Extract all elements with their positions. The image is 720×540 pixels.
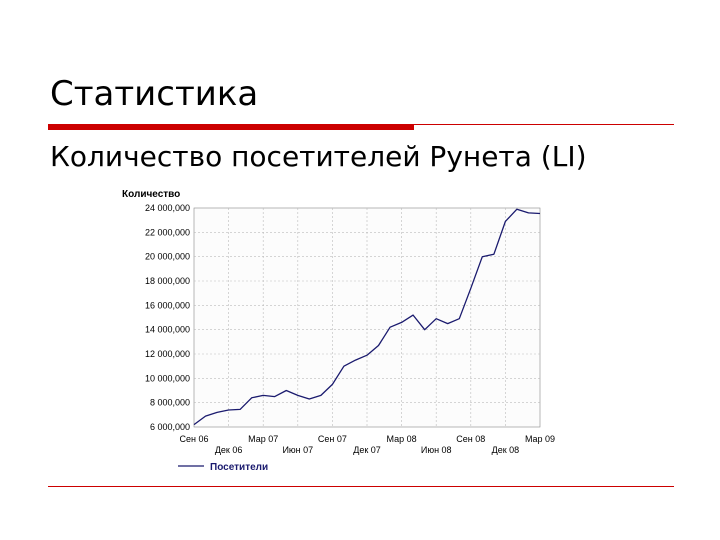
data-point bbox=[435, 318, 437, 320]
data-point bbox=[309, 398, 311, 400]
x-tick-label: Июн 08 bbox=[421, 445, 452, 455]
data-point bbox=[458, 318, 460, 320]
data-point bbox=[297, 395, 299, 397]
data-point bbox=[355, 359, 357, 361]
data-point bbox=[412, 314, 414, 316]
data-point bbox=[528, 212, 530, 214]
legend: Посетители bbox=[178, 462, 268, 473]
x-tick-label: Дек 07 bbox=[353, 445, 381, 455]
data-point bbox=[332, 384, 334, 386]
data-point bbox=[320, 395, 322, 397]
y-tick-label: 10 000,000 bbox=[145, 373, 190, 383]
x-tick-label: Дек 06 bbox=[215, 445, 243, 455]
x-tick-label: Мар 07 bbox=[248, 434, 278, 444]
y-tick-label: 20 000,000 bbox=[145, 252, 190, 262]
y-ticks: 6 000,000 8 000,000 10 000,000 12 000,000 14… bbox=[145, 203, 190, 432]
legend-label: Посетители bbox=[210, 462, 268, 473]
data-point bbox=[447, 323, 449, 325]
data-point bbox=[251, 397, 253, 399]
data-point bbox=[493, 253, 495, 255]
x-tick-label: Мар 09 bbox=[525, 434, 555, 444]
bottom-rule bbox=[48, 486, 674, 487]
data-point bbox=[516, 208, 518, 210]
data-point bbox=[366, 354, 368, 356]
x-ticks: Сен 06 Мар 07 Сен 07 Мар 08 Сен 08 Мар 09 Дек … bbox=[180, 434, 556, 455]
x-tick-label: Июн 07 bbox=[282, 445, 313, 455]
x-tick-label: Сен 06 bbox=[180, 434, 209, 444]
data-point bbox=[262, 395, 264, 397]
slide-subtitle: Количество посетителей Рунета (LI) bbox=[50, 140, 587, 173]
data-point bbox=[470, 288, 472, 290]
data-point bbox=[205, 415, 207, 417]
data-point bbox=[424, 329, 426, 331]
x-tick-label: Мар 08 bbox=[387, 434, 417, 444]
data-point bbox=[401, 322, 403, 324]
y-axis-label: Количество bbox=[122, 189, 180, 200]
series-group bbox=[193, 208, 541, 426]
data-point bbox=[389, 326, 391, 328]
data-point bbox=[239, 409, 241, 411]
y-tick-label: 14 000,000 bbox=[145, 325, 190, 335]
slide-title: Статистика bbox=[50, 74, 259, 114]
y-tick-label: 6 000,000 bbox=[150, 422, 190, 432]
x-tick-label: Сен 07 bbox=[318, 434, 347, 444]
data-point bbox=[378, 345, 380, 347]
data-point bbox=[274, 396, 276, 398]
y-tick-label: 24 000,000 bbox=[145, 203, 190, 213]
data-point bbox=[482, 256, 484, 258]
x-tick-label: Дек 08 bbox=[492, 445, 520, 455]
data-point bbox=[539, 213, 541, 215]
y-tick-label: 8 000,000 bbox=[150, 398, 190, 408]
y-tick-label: 16 000,000 bbox=[145, 300, 190, 310]
y-tick-label: 12 000,000 bbox=[145, 349, 190, 359]
data-point bbox=[505, 221, 507, 223]
data-point bbox=[343, 365, 345, 367]
data-point bbox=[193, 424, 195, 426]
title-rule-thin bbox=[414, 124, 674, 125]
y-tick-label: 22 000,000 bbox=[145, 227, 190, 237]
series-line-visitors bbox=[193, 208, 541, 426]
grid bbox=[194, 208, 540, 427]
x-tick-label: Сен 08 bbox=[456, 434, 485, 444]
y-tick-label: 18 000,000 bbox=[145, 276, 190, 286]
data-point bbox=[228, 409, 230, 411]
data-point bbox=[285, 390, 287, 392]
data-point bbox=[216, 412, 218, 414]
title-rule-thick bbox=[48, 124, 414, 130]
